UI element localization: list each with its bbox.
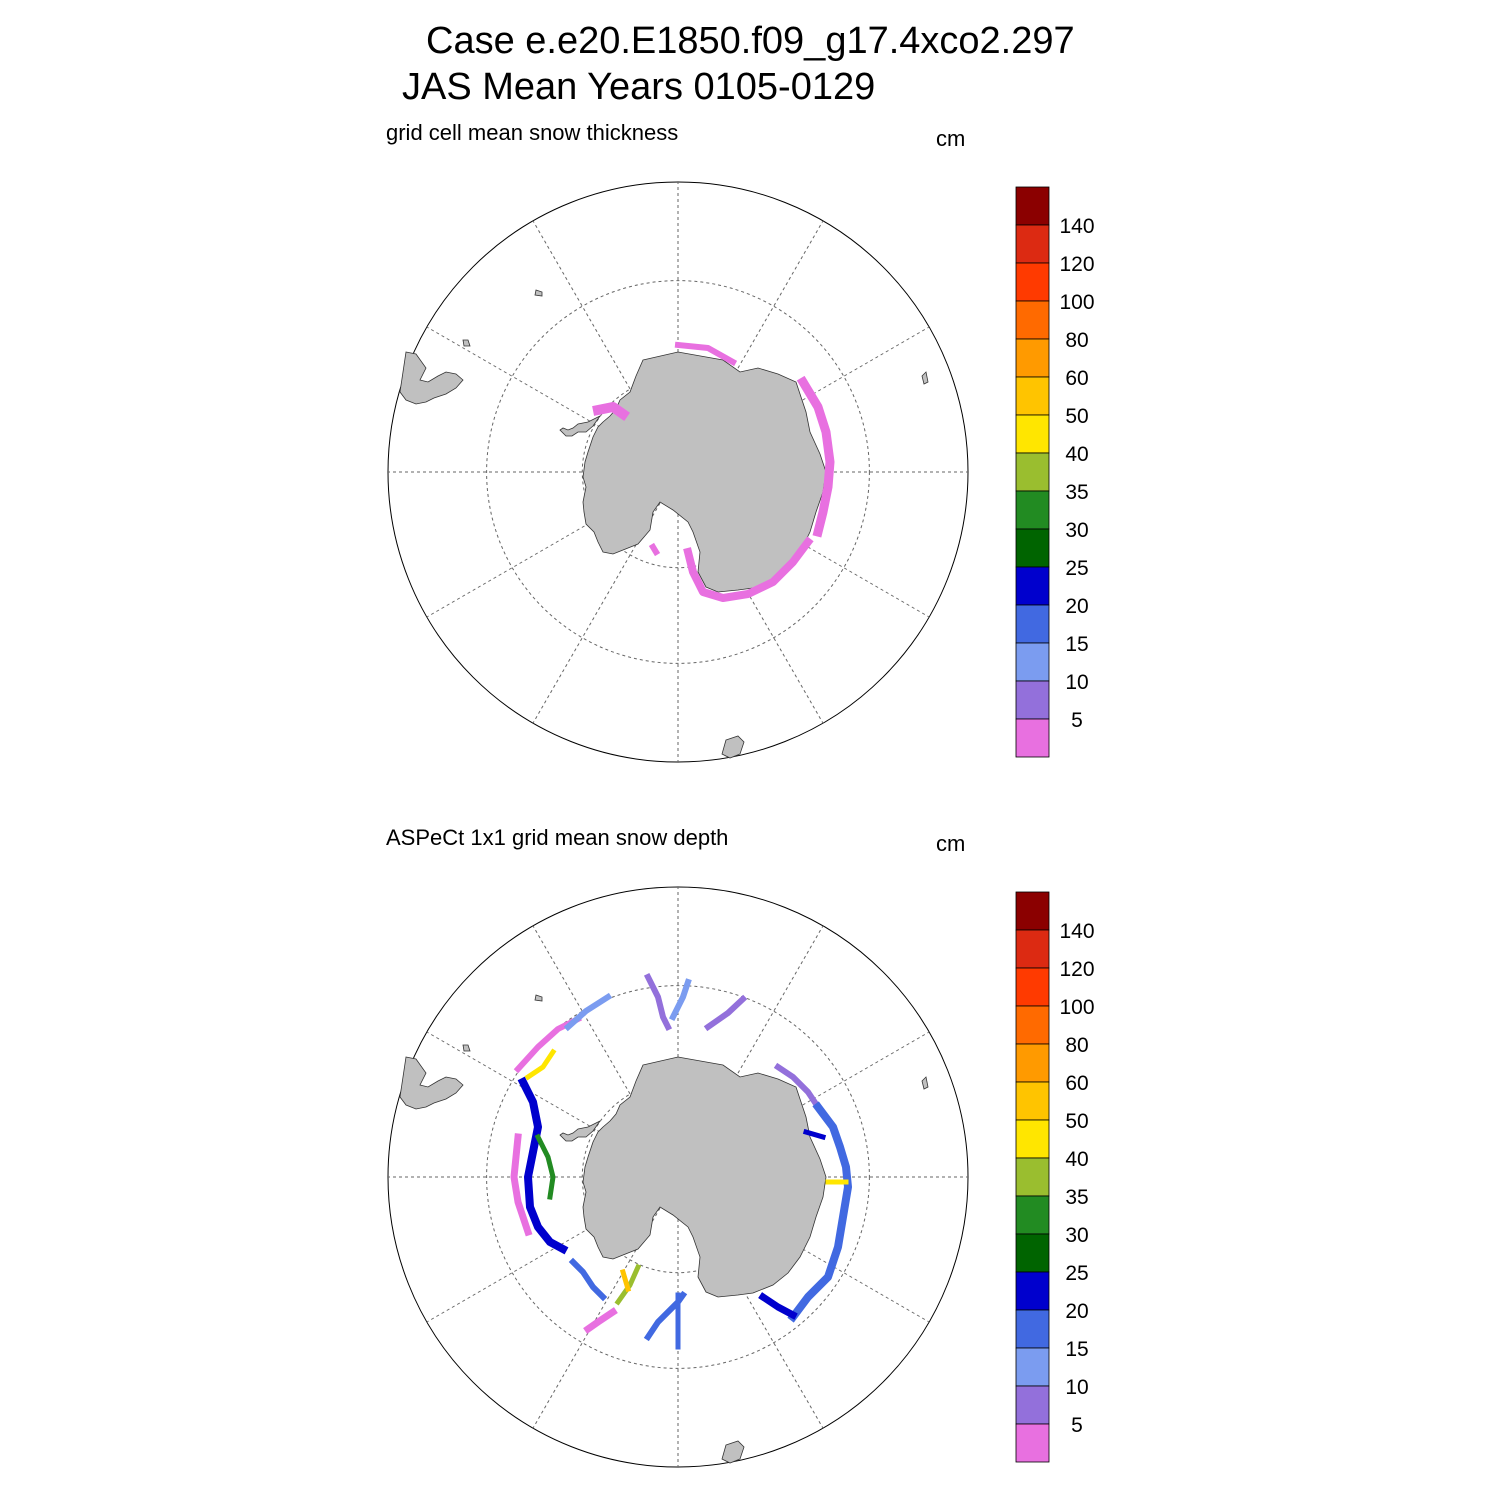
snow-depth-cells [802, 1128, 827, 1141]
snow-depth-cells [568, 1257, 608, 1302]
legend-swatch [1015, 186, 1050, 226]
legend-swatch [1015, 1347, 1050, 1387]
legend-swatch [1015, 1043, 1050, 1083]
legend-swatch [1015, 1309, 1050, 1349]
figure-title-line1: Case e.e20.E1850.f09_g17.4xco2.297 [426, 20, 1075, 62]
legend-swatch [1015, 490, 1050, 530]
legend-label: 25 [1065, 1262, 1088, 1285]
map-1 [387, 181, 969, 763]
legend-label: 40 [1065, 1148, 1088, 1171]
snow-depth-cells [643, 972, 673, 1032]
legend-label: 80 [1065, 329, 1088, 352]
snow-depth-cells [583, 1307, 618, 1334]
legend-label: 25 [1065, 557, 1088, 580]
snow-depth-cells [517, 1076, 569, 1255]
legend-swatch [1015, 452, 1050, 492]
legend-swatch [1015, 376, 1050, 416]
legend-swatch [1015, 224, 1050, 264]
legend-label: 35 [1065, 481, 1088, 504]
snow-depth-cells [524, 1048, 557, 1081]
snow-depth-cells [796, 375, 835, 538]
legend-swatch [1015, 262, 1050, 302]
snow-depth-cells [648, 542, 661, 557]
legend-label: 120 [1059, 253, 1094, 276]
snow-depth-cells [674, 341, 738, 367]
legend-label: 60 [1065, 367, 1088, 390]
panel1-title: grid cell mean snow thickness [386, 120, 679, 145]
legend-swatch [1015, 300, 1050, 340]
legend-label: 100 [1059, 291, 1094, 314]
figure-title-line2: JAS Mean Years 0105-0129 [402, 66, 876, 108]
legend-swatch [1015, 718, 1050, 758]
legend-label: 50 [1065, 405, 1088, 428]
legend-swatch [1015, 338, 1050, 378]
legend-swatch [1015, 1005, 1050, 1045]
legend-label: 20 [1065, 595, 1088, 618]
snow-depth-cells [614, 1263, 642, 1306]
legend-label: 30 [1065, 519, 1088, 542]
legend-swatch [1015, 1271, 1050, 1311]
legend-swatch [1015, 1385, 1050, 1425]
legend-swatch [1015, 680, 1050, 720]
longitude-gridline [532, 471, 679, 724]
legend-label: 10 [1065, 1376, 1088, 1399]
legend-label: 140 [1059, 920, 1094, 943]
snow-depth-cells [787, 1101, 852, 1323]
longitude-gridline [532, 1176, 679, 1429]
panel2-units: cm [936, 831, 966, 856]
legend-swatch [1015, 566, 1050, 606]
legend-swatch [1015, 528, 1050, 568]
legend-swatch [1015, 1423, 1050, 1463]
legend-swatch [1015, 414, 1050, 454]
legend-swatch [1015, 1195, 1050, 1235]
legend-label: 50 [1065, 1110, 1088, 1133]
legend-label: 120 [1059, 958, 1094, 981]
snow-depth-cells [668, 978, 692, 1022]
legend-swatch [1015, 929, 1050, 969]
legend-swatch [1015, 891, 1050, 931]
map-2 [387, 886, 969, 1468]
legend-label: 100 [1059, 996, 1094, 1019]
legend-label: 15 [1065, 1338, 1088, 1361]
legend-swatch [1015, 1233, 1050, 1273]
legend-swatch [1015, 1081, 1050, 1121]
legend-label: 30 [1065, 1224, 1088, 1247]
snow-depth-cells [534, 1133, 556, 1200]
latitude-gridline [486, 280, 870, 664]
legend-label: 60 [1065, 1072, 1088, 1095]
snow-depth-cells [683, 536, 814, 602]
snow-depth-cells [592, 402, 630, 421]
legend-label: 5 [1071, 709, 1083, 732]
legend-label: 35 [1065, 1186, 1088, 1209]
legend-label: 15 [1065, 633, 1088, 656]
panel1-units: cm [936, 126, 966, 151]
legend-swatch [1015, 967, 1050, 1007]
snow-depth-cells [563, 992, 613, 1032]
legend-swatch [1015, 1157, 1050, 1197]
legend-2: 140 120 100 80 60 50 40 35 30 25 20 15 10 5 [1015, 891, 1095, 1463]
legend-label: 40 [1065, 443, 1088, 466]
snow-depth-cells [758, 1292, 798, 1320]
legend-label: 140 [1059, 215, 1094, 238]
snow-depth-cells [619, 1268, 632, 1293]
legend-label: 20 [1065, 1300, 1088, 1323]
legend-label: 10 [1065, 671, 1088, 694]
legend-swatch [1015, 642, 1050, 682]
snow-depth-cells [703, 994, 748, 1032]
latitude-gridline [486, 985, 870, 1369]
snow-depth-cells [773, 1062, 823, 1112]
legend-1: 140 120 100 80 60 50 40 35 30 25 20 15 10 5 [1015, 186, 1095, 758]
legend-label: 80 [1065, 1034, 1088, 1057]
legend-swatch [1015, 604, 1050, 644]
legend-swatch [1015, 1119, 1050, 1159]
panel2-title: ASPeCt 1x1 grid mean snow depth [386, 825, 729, 850]
snow-depth-cells [510, 1133, 533, 1237]
legend-label: 5 [1071, 1414, 1083, 1437]
